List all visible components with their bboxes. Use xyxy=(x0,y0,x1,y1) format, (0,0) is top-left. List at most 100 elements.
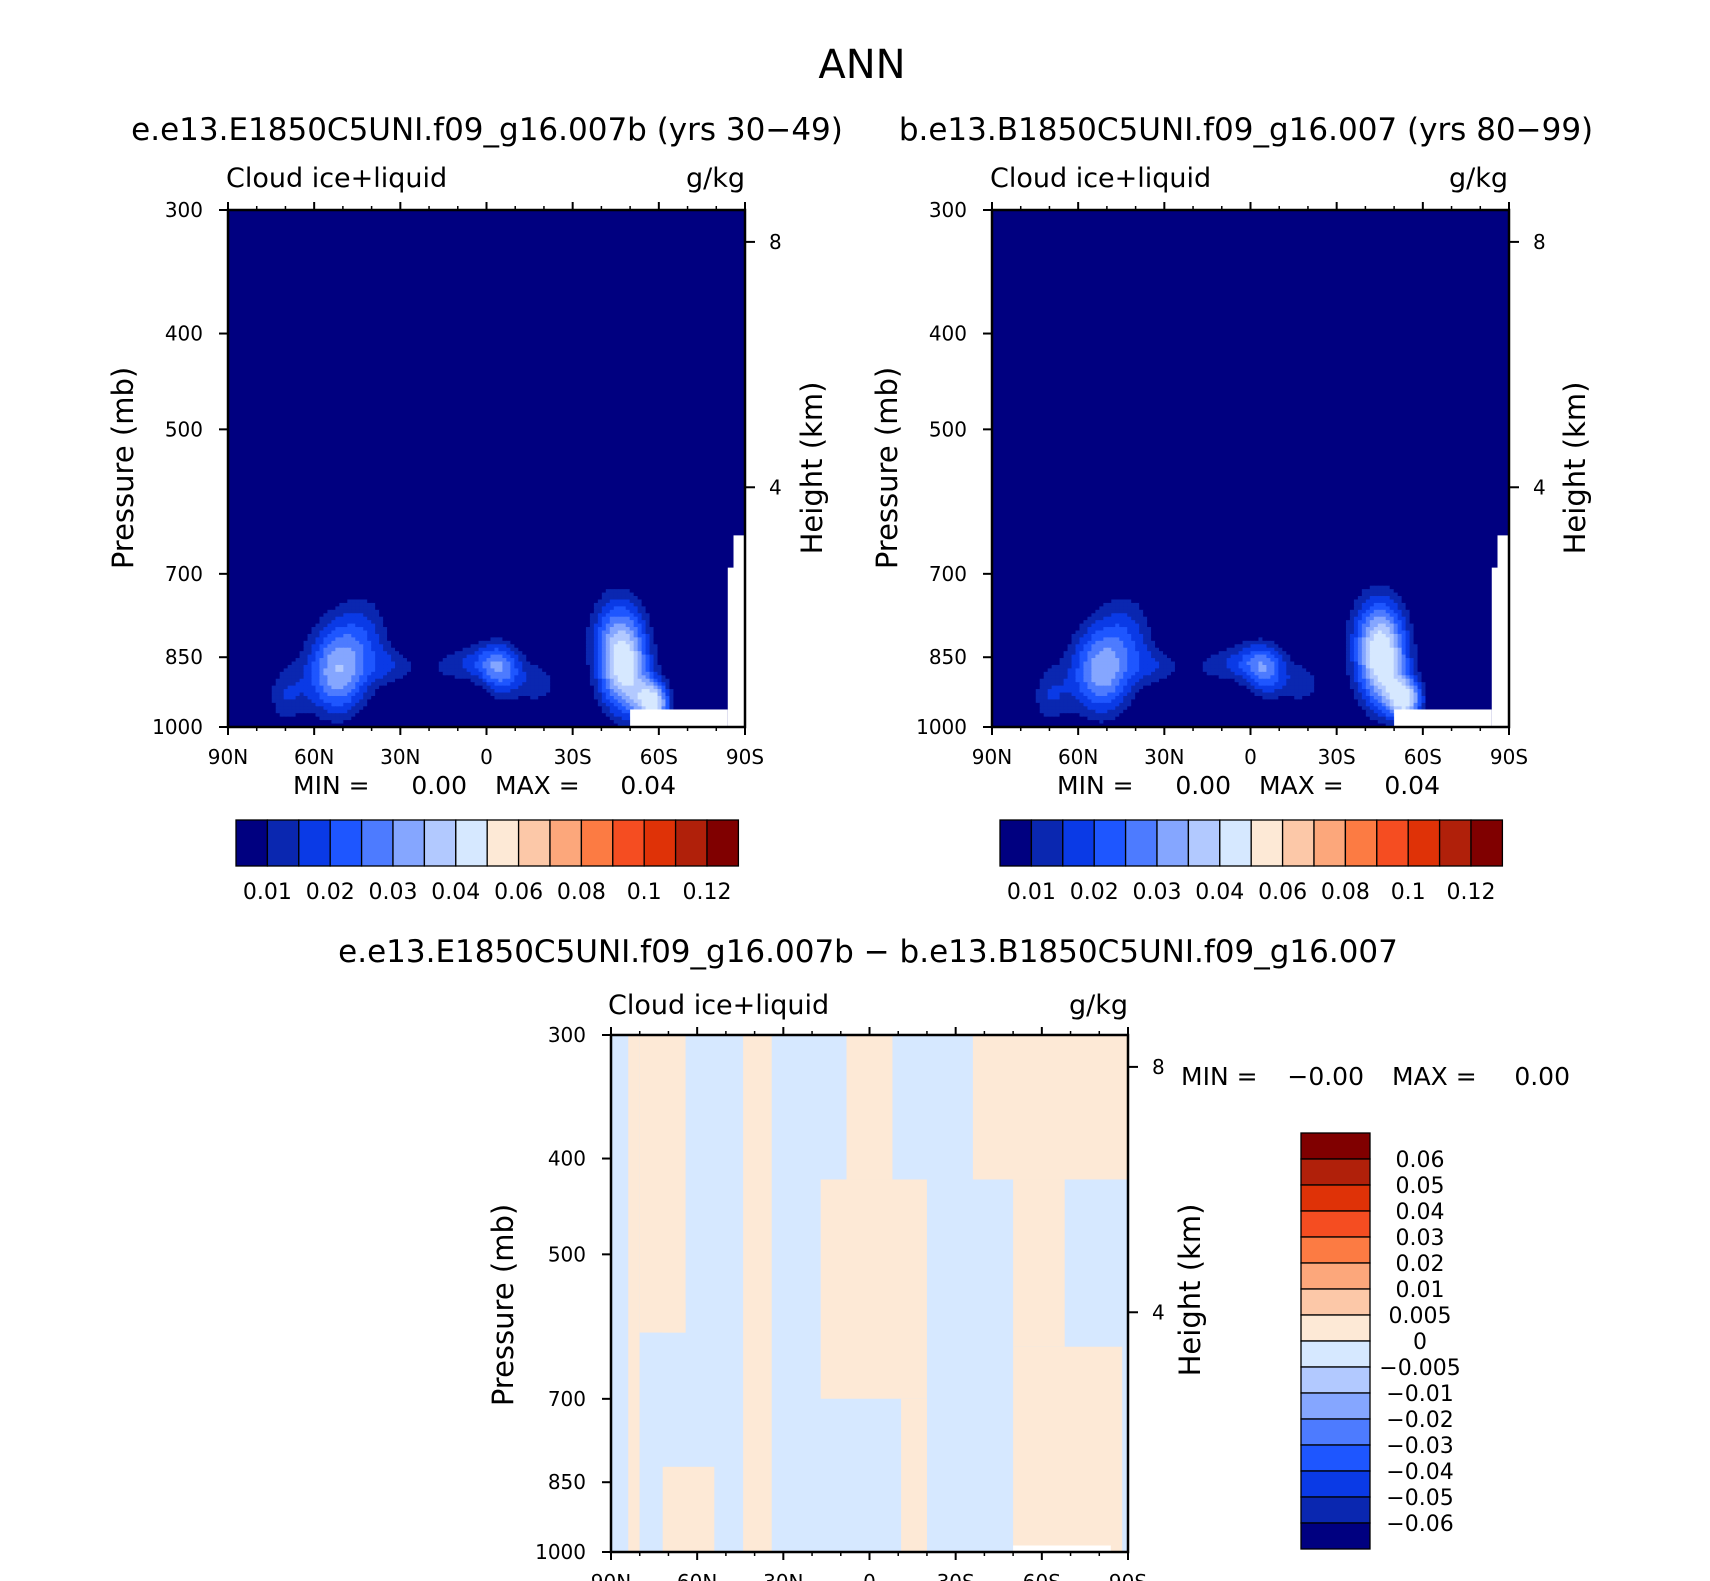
field-cell xyxy=(471,224,476,228)
field-cell xyxy=(335,231,340,235)
field-cell xyxy=(618,220,623,224)
field-cell xyxy=(323,213,328,217)
field-cell xyxy=(586,244,591,248)
field-cell xyxy=(606,231,611,235)
field-cell xyxy=(542,227,547,231)
field-cell xyxy=(256,234,261,238)
field-cell xyxy=(439,244,444,248)
field-cell xyxy=(371,241,376,245)
field-cell xyxy=(518,248,523,252)
field-cell xyxy=(654,231,659,235)
field-cell xyxy=(673,213,678,217)
field-cell xyxy=(590,234,595,238)
field-cell xyxy=(610,231,615,235)
field-cell xyxy=(582,213,587,217)
field-cell xyxy=(665,244,670,248)
field-cell xyxy=(335,244,340,248)
field-cell xyxy=(387,244,392,248)
field-cell xyxy=(296,248,301,252)
field-cell xyxy=(542,238,547,242)
field-cell xyxy=(447,248,452,252)
field-cell xyxy=(590,248,595,252)
field-cell xyxy=(526,227,531,231)
field-cell xyxy=(312,251,317,255)
field-cell xyxy=(252,238,257,242)
field-cell xyxy=(359,248,364,252)
field-cell xyxy=(248,224,253,228)
field-cell xyxy=(419,231,424,235)
field-cell xyxy=(236,238,241,242)
field-cell xyxy=(236,220,241,224)
field-cell xyxy=(522,227,527,231)
field-cell xyxy=(240,238,245,242)
field-cell xyxy=(339,248,344,252)
field-cell xyxy=(475,224,480,228)
field-cell xyxy=(705,227,710,231)
field-cell xyxy=(284,248,289,252)
field-cell xyxy=(638,241,643,245)
field-cell xyxy=(514,220,519,224)
field-cell xyxy=(439,231,444,235)
field-cell xyxy=(248,241,253,245)
field-cell xyxy=(630,248,635,252)
field-cell xyxy=(264,227,269,231)
field-cell xyxy=(578,234,583,238)
field-cell xyxy=(526,217,531,221)
field-cell xyxy=(447,217,452,221)
field-cell xyxy=(467,248,472,252)
field-cell xyxy=(634,248,639,252)
field-cell xyxy=(319,238,324,242)
field-cell xyxy=(451,217,456,221)
field-cell xyxy=(725,248,730,252)
field-cell xyxy=(391,231,396,235)
field-cell xyxy=(558,238,563,242)
field-cell xyxy=(522,231,527,235)
field-cell xyxy=(331,244,336,248)
field-cell xyxy=(733,213,738,217)
field-cell xyxy=(431,213,436,217)
field-cell xyxy=(654,227,659,231)
field-cell xyxy=(729,217,734,221)
field-cell xyxy=(614,224,619,228)
field-cell xyxy=(677,224,682,228)
field-cell xyxy=(339,244,344,248)
field-cell xyxy=(431,224,436,228)
field-cell xyxy=(264,217,269,221)
field-cell xyxy=(717,217,722,221)
field-cell xyxy=(383,241,388,245)
field-cell xyxy=(475,220,480,224)
field-cell xyxy=(343,241,348,245)
field-cell xyxy=(455,238,460,242)
field-cell xyxy=(304,238,309,242)
field-cell xyxy=(522,234,527,238)
field-cell xyxy=(268,241,273,245)
field-cell xyxy=(435,220,440,224)
field-cell xyxy=(518,234,523,238)
field-cell xyxy=(232,238,237,242)
field-cell xyxy=(725,231,730,235)
field-cell xyxy=(586,248,591,252)
field-cell xyxy=(411,227,416,231)
field-cell xyxy=(490,227,495,231)
field-cell xyxy=(578,241,583,245)
field-cell xyxy=(487,220,492,224)
field-cell xyxy=(331,213,336,217)
field-cell xyxy=(351,227,356,231)
field-cell xyxy=(256,231,261,235)
field-cell xyxy=(709,238,714,242)
field-cell xyxy=(284,224,289,228)
field-cell xyxy=(296,224,301,228)
field-cell xyxy=(439,248,444,252)
field-cell xyxy=(483,227,488,231)
field-cell xyxy=(650,238,655,242)
field-cell xyxy=(399,234,404,238)
field-cell xyxy=(638,213,643,217)
field-cell xyxy=(292,241,297,245)
field-cell xyxy=(594,234,599,238)
field-cell xyxy=(248,238,253,242)
field-cell xyxy=(244,224,249,228)
field-cell xyxy=(379,248,384,252)
field-cell xyxy=(264,238,269,242)
field-cell xyxy=(379,241,384,245)
field-cell xyxy=(284,234,289,238)
